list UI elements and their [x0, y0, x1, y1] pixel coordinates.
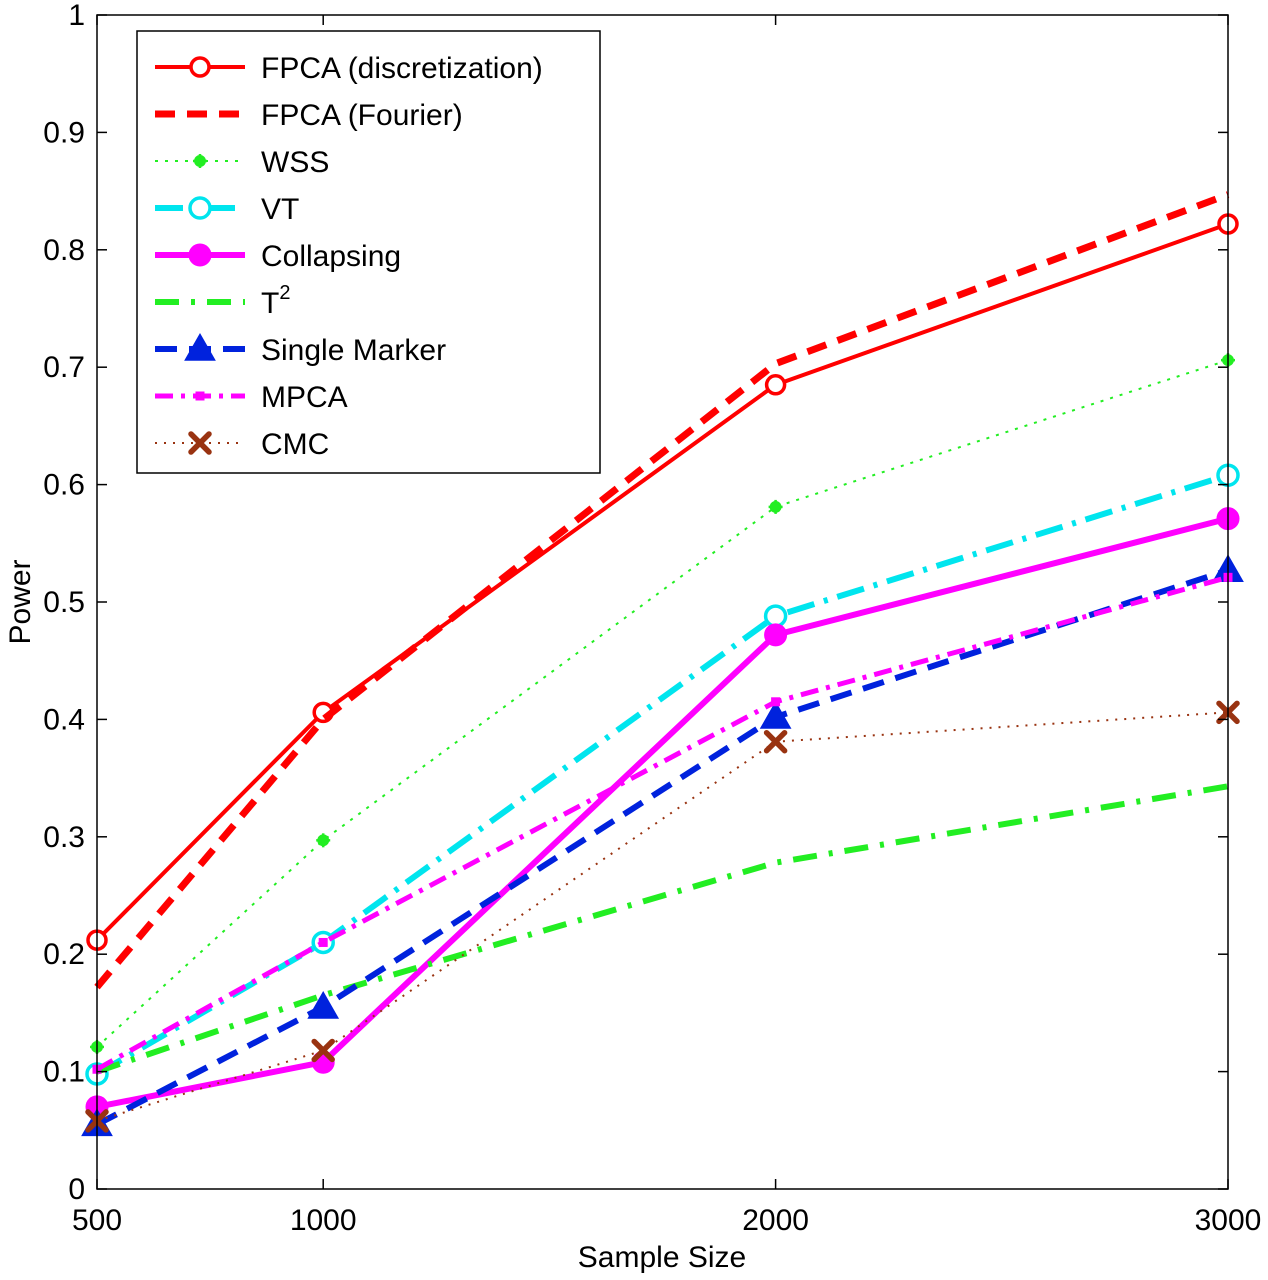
x-tick-label: 2000 [742, 1204, 809, 1237]
data-point [771, 697, 781, 707]
series-line [95, 222, 1229, 942]
series-5 [96, 783, 1229, 1075]
data-point [318, 937, 328, 947]
legend-item: Collapsing [155, 240, 401, 273]
series-line [96, 783, 1229, 1075]
legend-item: FPCA (discretization) [155, 52, 543, 85]
series-1 [94, 191, 1230, 990]
legend-label: CMC [261, 428, 329, 461]
series-line [94, 191, 1230, 990]
x-tick-label: 1000 [290, 1204, 357, 1237]
legend-marker [188, 431, 212, 455]
axis-layer: 500 1000 2000 3000 0 0.1 0.2 0.3 0.4 0.5 0.6 0.7 0.8… [43, 0, 1261, 1237]
legend-label: FPCA (discretization) [261, 52, 543, 85]
y-tick-label: 0 [68, 1173, 85, 1206]
y-tick-label: 0.9 [43, 116, 85, 149]
legend-label: FPCA (Fourier) [261, 99, 463, 132]
y-tick-label: 0.8 [43, 234, 85, 267]
series-line [95, 574, 1229, 1072]
legend: FPCA (discretization) FPCA (Fourier) WSS VT… [136, 30, 601, 474]
series-0 [86, 213, 1239, 951]
legend-label: VT [261, 193, 299, 226]
legend-label: WSS [261, 146, 329, 179]
data-point [759, 701, 792, 729]
series-line [96, 711, 1229, 1122]
y-tick-label: 1 [68, 0, 85, 32]
data-point [764, 374, 787, 396]
series-line [95, 567, 1229, 1128]
legend-item: FPCA (Fourier) [155, 99, 463, 132]
x-axis-label: Sample Size [578, 1241, 746, 1274]
y-tick-label: 0.6 [43, 469, 85, 502]
y-tick-label: 0.2 [43, 938, 85, 971]
series-line [96, 515, 1229, 1110]
data-point [764, 623, 788, 647]
y-tick-label: 0.3 [43, 821, 85, 854]
x-tick-label: 500 [72, 1204, 122, 1237]
legend-marker [189, 56, 211, 78]
legend-marker [188, 243, 212, 267]
legend-item: MPCA [155, 381, 348, 414]
legend-marker [193, 154, 207, 168]
legend-marker [195, 391, 205, 401]
legend-item: WSS [155, 146, 329, 179]
data-point [316, 833, 331, 848]
legend-marker [184, 332, 216, 361]
data-point [311, 1038, 335, 1063]
series-layer [81, 191, 1244, 1137]
legend-item: CMC [155, 428, 329, 461]
data-point [307, 991, 340, 1019]
legend-label: MPCA [261, 381, 348, 414]
y-axis-label: Power [4, 559, 37, 644]
y-tick-label: 0.4 [43, 703, 85, 736]
legend-item: Single Marker [155, 332, 446, 367]
legend-label: Collapsing [261, 240, 401, 273]
data-point [763, 729, 788, 754]
series-8 [85, 700, 1240, 1133]
data-point [763, 604, 788, 628]
legend-label: Single Marker [261, 334, 446, 367]
y-tick-label: 0.5 [43, 586, 85, 619]
y-tick-label: 0.7 [43, 351, 85, 384]
legend-item: VT [155, 193, 299, 226]
y-tick-label: 0.1 [43, 1056, 85, 1089]
data-point [768, 499, 783, 514]
legend-marker [188, 196, 212, 220]
x-tick-label: 3000 [1195, 1204, 1262, 1237]
